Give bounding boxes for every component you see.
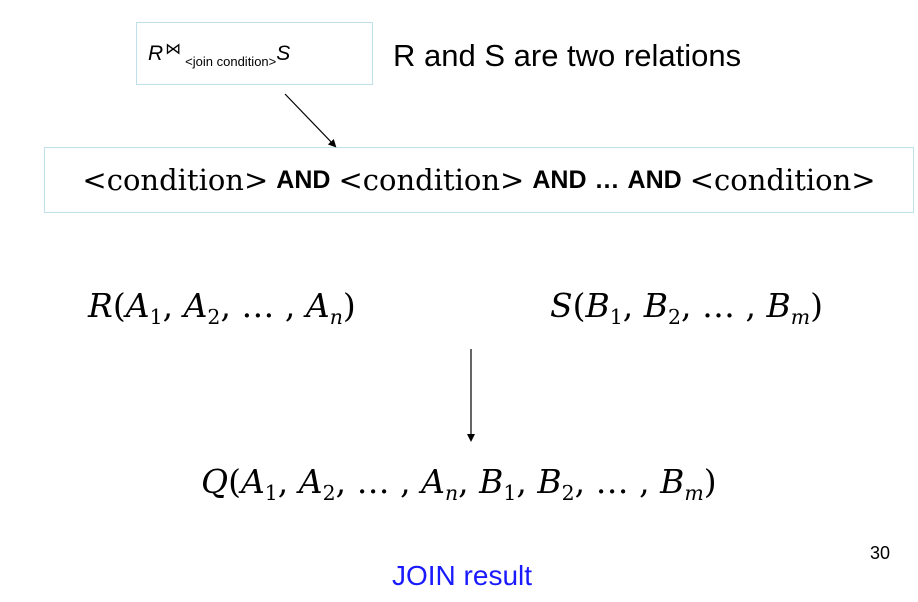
s-attr-m: B	[766, 286, 791, 325]
relation-r-name: R	[88, 286, 113, 325]
r-attr-n: A	[305, 286, 330, 325]
join-notation: R ⋈<join condition>S	[148, 39, 290, 69]
slide-number: 30	[870, 543, 891, 563]
join-condition-subscript: <join condition>	[185, 54, 277, 69]
q-b-m: B	[660, 462, 685, 501]
ellipsis: …	[594, 165, 620, 194]
q-a-1: A	[240, 462, 265, 501]
q-b-2: B	[537, 462, 562, 501]
relation-r-schema: R(A1, A2, … , An)	[88, 286, 356, 330]
relation-s-name: S	[550, 286, 573, 325]
r-attr-2: A	[183, 286, 208, 325]
join-notation-box: R ⋈<join condition>S	[136, 22, 373, 85]
q-a-sub-2: 2	[322, 481, 336, 506]
r-sub-n: n	[329, 305, 343, 330]
s-sub-1: 1	[609, 305, 623, 330]
q-a-sub-n: n	[444, 481, 459, 506]
q-a-sub-1: 1	[264, 481, 278, 506]
relation-s-schema: S(B1, B2, … , Bm)	[550, 286, 824, 330]
result-label: JOIN result	[392, 560, 533, 591]
condition-box	[44, 147, 914, 213]
r-sub-2: 2	[207, 305, 221, 330]
result-q-schema: Q(A1, A2, … , An, B1, B2, … , Bm)	[201, 462, 717, 506]
r-attr-1: A	[125, 286, 150, 325]
q-b-sub-2: 2	[561, 481, 575, 506]
s-attr-1: B	[585, 286, 610, 325]
condition-term-3: <condition>	[689, 163, 876, 197]
condition-term-2: <condition>	[338, 163, 525, 197]
s-sub-m: m	[790, 305, 811, 330]
q-b-sub-m: m	[684, 481, 704, 506]
q-a-n: A	[421, 462, 445, 501]
condition-term-1: <condition>	[82, 163, 269, 197]
r-sub-1: 1	[149, 305, 163, 330]
join-left-relation: R	[148, 42, 164, 65]
result-q-name: Q	[201, 462, 229, 501]
join-right-relation: S	[276, 42, 291, 65]
q-b-1: B	[479, 462, 504, 501]
q-a-2: A	[298, 462, 323, 501]
and-keyword-1: AND	[276, 165, 331, 194]
condition-arrow	[284, 93, 337, 148]
condition-expression: <condition> AND <condition> AND … AND <c…	[44, 147, 914, 213]
s-sub-2: 2	[668, 305, 682, 330]
and-keyword-2: AND	[532, 165, 587, 194]
relations-note: R and S are two relations	[393, 38, 742, 73]
s-attr-2: B	[643, 286, 669, 325]
and-keyword-3: AND	[627, 165, 682, 194]
q-b-sub-1: 1	[503, 481, 517, 506]
join-operator-icon: ⋈	[165, 41, 182, 58]
